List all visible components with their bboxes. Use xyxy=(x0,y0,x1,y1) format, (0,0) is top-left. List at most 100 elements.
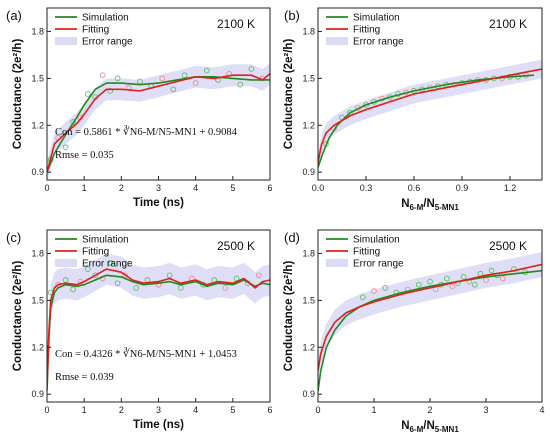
data-point xyxy=(222,285,229,291)
x-tick-label: 0.9 xyxy=(456,183,469,193)
y-tick-label: 0.9 xyxy=(302,389,315,399)
plot-area xyxy=(318,251,542,392)
legend-label-error-range: Error range xyxy=(82,259,133,270)
panel-c: 0 1 2 3 4 5 6 0.9 1.2 1.5 1.8 Time (ns) Conductance … xyxy=(6,229,273,431)
data-point xyxy=(382,285,389,291)
data-point xyxy=(170,86,177,93)
legend-swatch-error-range xyxy=(326,259,348,267)
data-point xyxy=(427,278,433,285)
plot-area xyxy=(318,59,542,173)
y-tick-label: 1.8 xyxy=(302,248,315,258)
legend-label-fitting: Fitting xyxy=(353,25,380,36)
x-tick-label: 1.2 xyxy=(504,183,517,193)
x-tick-label: 1 xyxy=(82,405,87,415)
data-point xyxy=(192,80,199,86)
data-point xyxy=(159,75,166,82)
x-tick-label: 1 xyxy=(82,183,87,193)
temperature-label: 2100 K xyxy=(217,17,255,31)
legend-label-error-range: Error range xyxy=(353,37,404,48)
data-point xyxy=(451,81,457,88)
rmse-label: Rmse = 0.035 xyxy=(55,150,114,161)
legend-label-fitting: Fitting xyxy=(82,247,109,258)
data-point xyxy=(114,280,121,287)
legend-swatch-error-range xyxy=(55,259,77,267)
temperature-label: 2500 K xyxy=(489,239,527,253)
x-tick-label: 2 xyxy=(427,405,432,415)
simulation-line xyxy=(318,74,535,168)
data-point xyxy=(85,266,91,272)
temperature-label: 2500 K xyxy=(217,239,255,253)
panel-label: (d) xyxy=(284,230,300,245)
data-point xyxy=(237,81,244,88)
x-tick-label: 0.6 xyxy=(408,183,421,193)
y-axis-label: Conductance (2e²/h) xyxy=(283,39,295,150)
x-tick-label: 1 xyxy=(371,405,376,415)
data-point xyxy=(85,91,91,97)
y-tick-label: 1.5 xyxy=(31,295,44,305)
plot-area xyxy=(47,62,270,180)
x-tick-label: 0 xyxy=(315,405,320,415)
legend-label-fitting: Fitting xyxy=(82,25,109,36)
x-tick-label: 0.0 xyxy=(312,183,325,193)
legend-label-simulation: Simulation xyxy=(353,235,400,246)
x-tick-label: 3 xyxy=(156,183,161,193)
data-point xyxy=(256,272,262,279)
data-point xyxy=(471,281,478,288)
legend-label-simulation: Simulation xyxy=(82,235,129,246)
data-point xyxy=(359,294,366,301)
data-point xyxy=(107,88,114,94)
x-tick-label: 2 xyxy=(119,183,124,193)
data-point xyxy=(181,72,188,79)
x-tick-label: 6 xyxy=(267,405,272,415)
data-point xyxy=(114,75,121,82)
legend-label-error-range: Error range xyxy=(82,37,133,48)
y-tick-label: 1.2 xyxy=(31,342,44,352)
x-tick-label: 4 xyxy=(193,405,198,415)
y-tick-label: 1.8 xyxy=(31,26,44,36)
plot-area xyxy=(47,253,270,402)
legend-label-error-range: Error range xyxy=(353,259,404,270)
panel-label: (b) xyxy=(284,8,300,23)
x-tick-label: 0 xyxy=(44,405,49,415)
x-tick-label: 3 xyxy=(156,405,161,415)
data-point xyxy=(203,67,210,74)
y-tick-label: 1.2 xyxy=(31,120,44,130)
y-tick-label: 1.8 xyxy=(31,248,44,258)
data-point xyxy=(455,280,461,287)
fit-formula: Con = 0.4326 * ∛N6‑M/N5‑MN1 + 1.0453 xyxy=(55,347,237,360)
y-tick-label: 0.9 xyxy=(31,389,44,399)
y-tick-label: 1.8 xyxy=(302,26,315,36)
simulation-line xyxy=(47,274,270,392)
x-tick-label: 4 xyxy=(539,405,544,415)
legend-swatch-error-range xyxy=(55,37,77,45)
x-tick-label: 4 xyxy=(193,183,198,193)
data-point xyxy=(107,259,114,266)
data-point xyxy=(499,275,506,282)
error-range-band xyxy=(318,59,542,173)
x-tick-label: 6 xyxy=(267,183,272,193)
temperature-label: 2100 K xyxy=(489,17,527,31)
x-tick-label: 3 xyxy=(483,405,488,415)
legend-label-simulation: Simulation xyxy=(82,13,129,24)
x-tick-label: 2 xyxy=(119,405,124,415)
data-point xyxy=(92,272,99,279)
error-range-band xyxy=(318,251,542,384)
data-point xyxy=(371,288,377,294)
fitting-line xyxy=(47,73,270,173)
data-point xyxy=(99,72,106,79)
data-point xyxy=(460,274,467,280)
x-axis-label: N6-M/N5-MN1 xyxy=(401,198,459,212)
legend-swatch-error-range xyxy=(326,37,348,45)
data-point xyxy=(133,285,140,291)
fitting-line xyxy=(318,263,542,371)
data-point xyxy=(62,144,69,151)
panel-b: 0.0 0.3 0.6 0.9 1.2 0.9 1.2 1.5 1.8 N6-M/N5-MN1 Co… xyxy=(283,7,543,212)
data-point xyxy=(70,286,76,293)
data-point xyxy=(248,66,255,72)
fitting-line xyxy=(47,268,270,387)
panel-d: 0 1 2 3 4 0.9 1.2 1.5 1.8 N6-M/N5-MN1 Conductance … xyxy=(283,229,545,434)
legend-label-fitting: Fitting xyxy=(353,247,380,258)
